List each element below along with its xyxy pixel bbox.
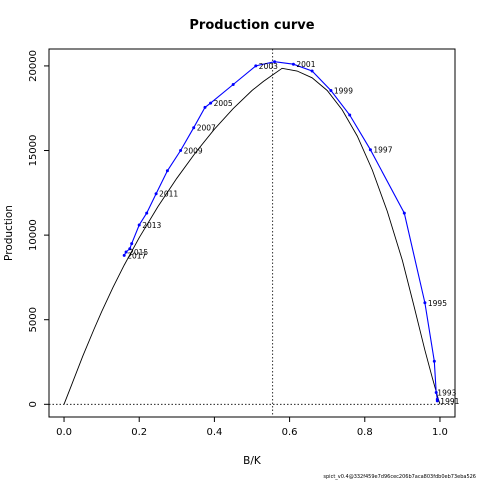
observed-point — [291, 62, 295, 66]
observed-point — [434, 391, 438, 394]
y-tick-label: 10000 — [28, 219, 39, 251]
observed-point — [231, 83, 235, 86]
year-label: 1997 — [373, 146, 392, 155]
observed-point — [137, 223, 141, 227]
year-label: 2013 — [142, 221, 161, 230]
y-tick-label: 15000 — [28, 135, 39, 167]
y-axis-label: Production — [3, 205, 15, 261]
observed-point — [273, 60, 277, 64]
x-axis-label: B/K — [243, 455, 262, 467]
footer-version: spict_v0.4@332f459e7d96cec206b7aca803fdb… — [323, 474, 476, 480]
observed-point — [432, 359, 436, 363]
observed-point — [130, 242, 134, 246]
observed-line — [123, 61, 438, 401]
reference-lines — [49, 49, 455, 417]
year-label: 2009 — [184, 147, 203, 156]
x-tick-label: 0.2 — [131, 427, 147, 438]
observed-point — [192, 126, 196, 130]
x-tick-label: 0.0 — [56, 427, 72, 438]
year-label: 1995 — [428, 299, 447, 308]
year-label: 2005 — [214, 99, 233, 108]
y-tick-label: 20000 — [28, 50, 39, 82]
y-axis: 0 5000 10000 15000 20000 — [28, 50, 49, 407]
observed-point — [423, 301, 427, 305]
year-label: 2017 — [127, 251, 146, 260]
chart-title: Production curve — [189, 18, 314, 33]
observed-point — [329, 89, 333, 92]
year-label: 1999 — [334, 87, 353, 96]
y-tick-label: 0 — [28, 401, 39, 407]
year-label: 1993 — [437, 389, 456, 398]
observed-point — [310, 69, 314, 73]
observed-point — [368, 148, 372, 152]
year-label: 2001 — [296, 60, 315, 69]
year-label: 2011 — [159, 190, 178, 199]
observed-point — [402, 211, 406, 215]
model-curve-line — [63, 67, 441, 405]
observed-point — [254, 64, 258, 68]
observed-point — [203, 105, 207, 109]
observed-point — [435, 397, 439, 401]
observed-point — [124, 250, 128, 254]
y-tick-label: 5000 — [28, 307, 39, 332]
observed-point — [128, 247, 132, 251]
x-axis: 0.0 0.2 0.4 0.6 0.8 1.0 — [56, 417, 448, 438]
observed-point — [154, 192, 158, 196]
x-tick-label: 0.8 — [357, 427, 373, 438]
year-label: 2003 — [259, 62, 278, 71]
observed-point — [348, 113, 352, 117]
x-tick-label: 0.6 — [282, 427, 298, 438]
model-curve — [63, 67, 441, 405]
plot-area-frame — [48, 48, 456, 418]
observed-series — [122, 60, 439, 403]
x-tick-label: 1.0 — [432, 427, 448, 438]
year-label: 2015 — [129, 248, 148, 257]
observed-point — [122, 253, 126, 257]
year-label: 2007 — [197, 124, 216, 133]
year-label: 1991 — [440, 397, 459, 406]
observed-point — [145, 211, 149, 215]
observed-point — [165, 169, 169, 173]
observed-point — [209, 101, 213, 105]
observed-point — [179, 149, 183, 152]
x-tick-label: 0.4 — [206, 427, 222, 438]
